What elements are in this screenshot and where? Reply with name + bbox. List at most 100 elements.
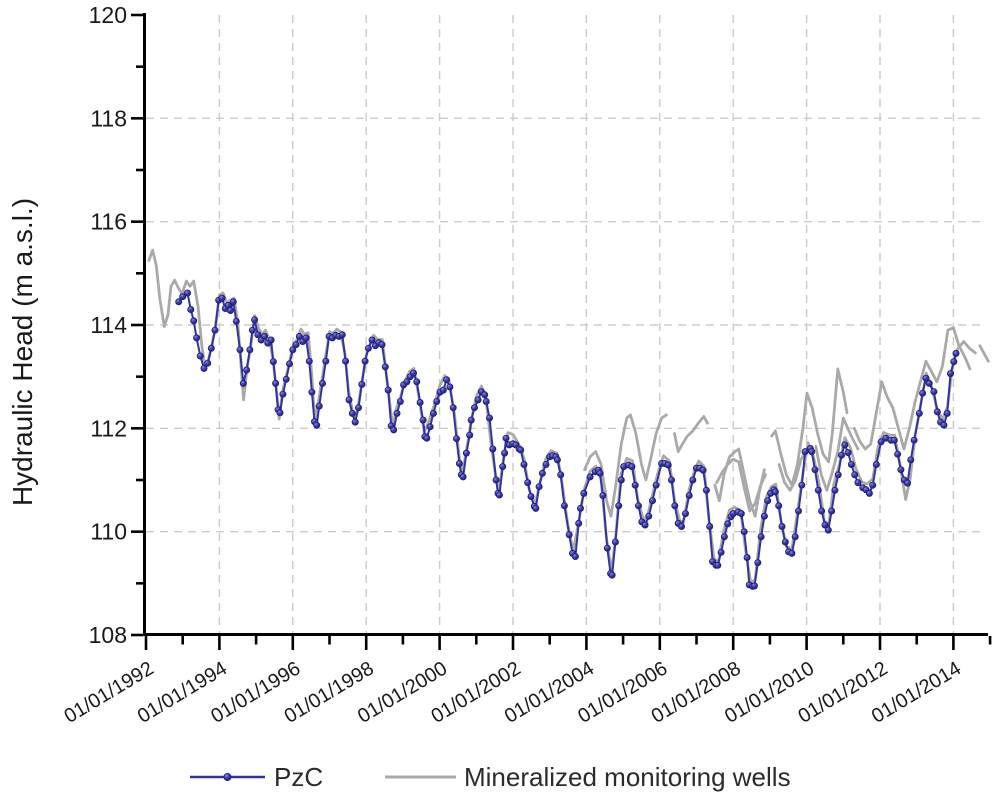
pzc-data-marker [361, 357, 369, 365]
pzc-data-marker [527, 492, 535, 500]
pzc-data-marker [877, 438, 885, 446]
pzc-data-marker [289, 346, 297, 354]
pzc-data-marker [577, 504, 585, 512]
data-series [147, 248, 990, 590]
pzc-data-marker [204, 359, 212, 367]
pzc-data-marker [226, 306, 234, 314]
pzc-data-marker [187, 305, 195, 313]
pzc-data-marker [808, 448, 816, 456]
pzc-data-marker [390, 426, 398, 434]
pzc-data-marker [211, 326, 219, 334]
pzc-data-marker [838, 451, 846, 459]
pzc-data-marker [890, 436, 898, 444]
pzc-data-marker [470, 404, 478, 412]
pzc-data-marker [409, 369, 417, 377]
pzc-data-marker [393, 409, 401, 417]
pzc-data-marker [919, 389, 927, 397]
pzc-data-marker [229, 298, 237, 306]
pzc-data-marker [538, 469, 546, 477]
pzc-data-marker [925, 379, 933, 387]
pzc-data-marker [603, 544, 611, 552]
pzc-data-marker [689, 476, 697, 484]
pzc-data-marker [485, 414, 493, 422]
pzc-data-marker [200, 364, 208, 372]
pzc-data-marker [305, 357, 313, 365]
legend-label-pzc: PzC [274, 762, 323, 792]
pzc-data-marker [894, 450, 902, 458]
pzc-data-marker [452, 435, 460, 443]
pzc-data-marker [821, 521, 829, 529]
pzc-data-marker [348, 409, 356, 417]
pzc-data-marker [517, 446, 525, 454]
pzc-data-marker [313, 421, 321, 429]
pzc-data-marker [502, 434, 510, 442]
pzc-data-marker [671, 502, 679, 510]
pzc-data-marker [754, 559, 762, 567]
pzc-data-marker [778, 523, 786, 531]
pzc-data-marker [897, 466, 905, 474]
pzc-data-marker [844, 449, 852, 457]
pzc-data-marker [416, 398, 424, 406]
pzc-data-marker [740, 528, 748, 536]
pzc-data-marker [668, 476, 676, 484]
mineralized-wells-line [715, 416, 860, 513]
pzc-data-marker [915, 409, 923, 417]
pzc-data-marker [190, 317, 198, 325]
pzc-data-marker [269, 358, 277, 366]
pzc-data-marker [403, 378, 411, 386]
pzc-data-marker [179, 293, 187, 301]
pzc-data-marker [664, 461, 672, 469]
y-tick-label: 120 [89, 2, 127, 28]
pzc-data-marker [384, 386, 392, 394]
pzc-data-marker [781, 538, 789, 546]
pzc-data-marker [315, 402, 323, 410]
pzc-data-marker [702, 486, 710, 494]
pzc-data-marker [251, 316, 259, 324]
y-tick-label: 112 [90, 415, 127, 441]
gridlines [146, 15, 986, 633]
pzc-data-marker [232, 317, 240, 325]
pzc-data-marker [952, 349, 960, 357]
pzc-data-marker [542, 460, 550, 468]
pzc-data-marker [499, 463, 507, 471]
pzc-data-marker [481, 391, 489, 399]
pzc-data-marker [841, 441, 849, 449]
pzc-data-marker [535, 483, 543, 491]
pzc-data-marker [950, 358, 958, 366]
pzc-data-marker [426, 423, 434, 431]
pzc-data-marker [865, 489, 873, 497]
pzc-data-marker [834, 471, 842, 479]
pzc-data-marker [631, 481, 639, 489]
pzc-data-marker [482, 397, 490, 405]
pzc-data-marker [345, 396, 353, 404]
pzc-data-marker [467, 416, 475, 424]
pzc-data-marker [910, 436, 918, 444]
pzc-data-marker [831, 486, 839, 494]
pzc-data-marker [248, 326, 256, 334]
pzc-data-marker [368, 336, 376, 344]
pzc-data-marker [292, 341, 300, 349]
pzc-data-marker [599, 491, 607, 499]
pzc-data-marker [419, 416, 427, 424]
pzc-data-marker [462, 449, 470, 457]
pzc-data-marker [818, 507, 826, 515]
pzc-data-marker [239, 379, 247, 387]
pzc-data-marker [685, 491, 693, 499]
pzc-data-marker [764, 497, 772, 505]
pzc-data-marker [429, 409, 437, 417]
pzc-data-marker [474, 396, 482, 404]
pzc-data-marker [175, 298, 183, 306]
pzc-data-marker [922, 374, 930, 382]
pzc-data-marker [720, 533, 728, 541]
pzc-data-marker [788, 549, 796, 557]
axes [131, 13, 992, 650]
pzc-data-marker [193, 334, 201, 342]
pzc-data-marker [847, 460, 855, 468]
pzc-data-marker [775, 502, 783, 510]
pzc-data-marker [260, 332, 268, 340]
pzc-data-marker [724, 520, 732, 528]
pzc-data-marker [218, 294, 226, 302]
pzc-data-marker [322, 357, 330, 365]
pzc-data-marker [553, 456, 561, 464]
